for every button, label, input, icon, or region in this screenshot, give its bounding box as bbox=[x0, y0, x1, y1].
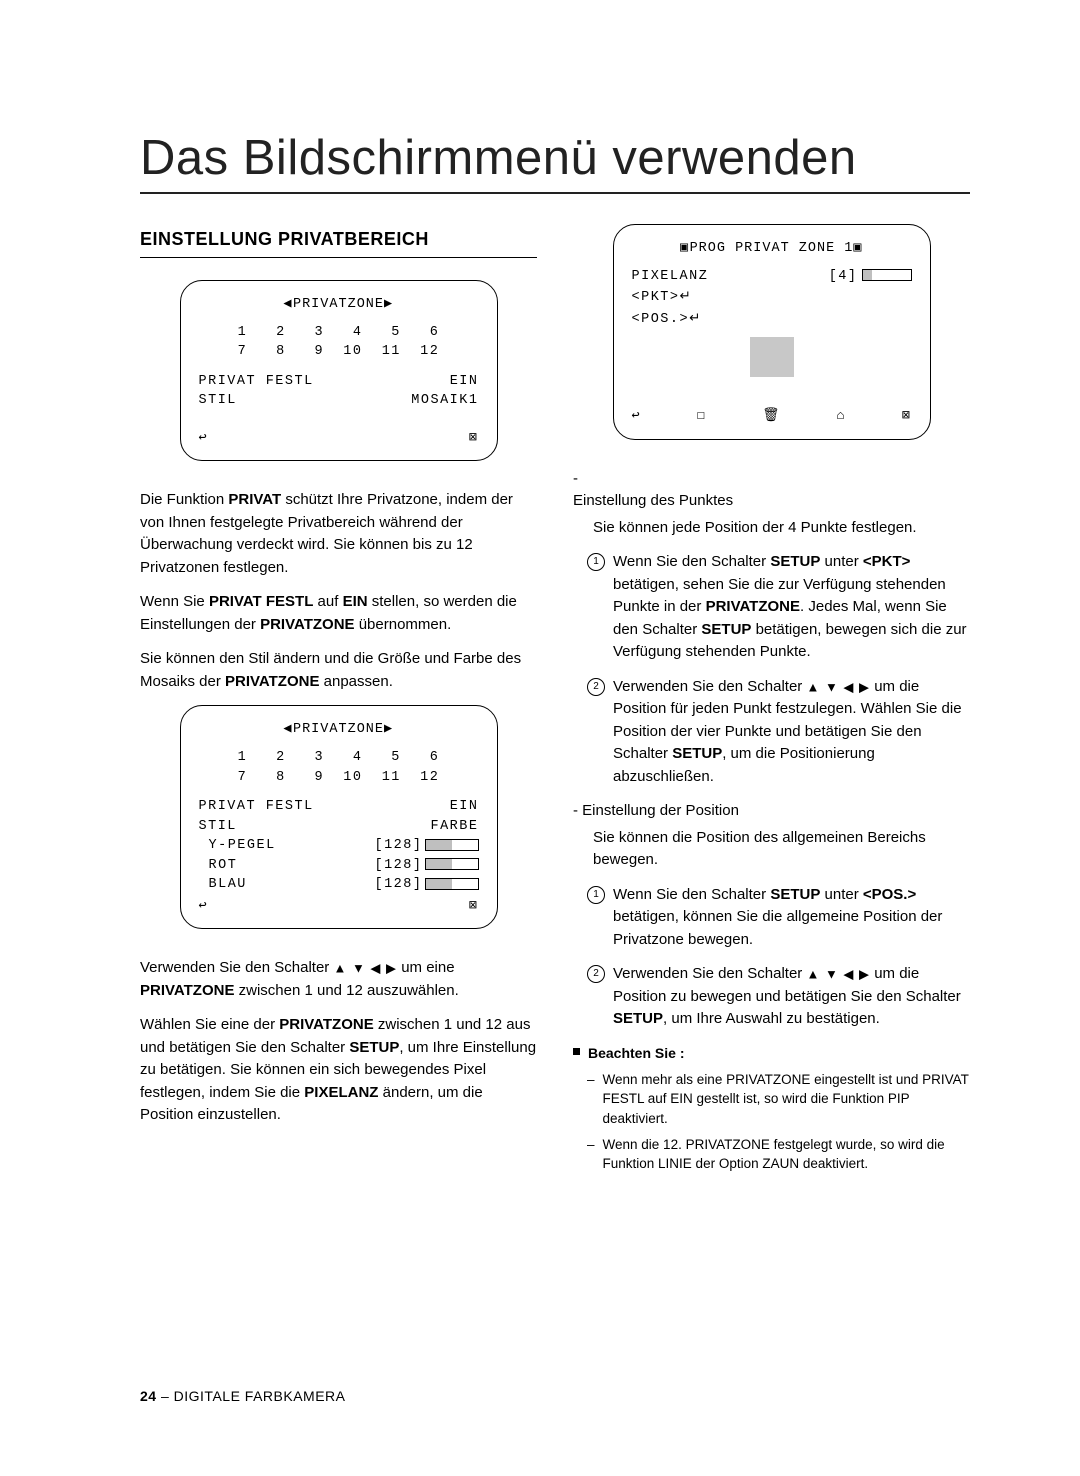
osd-row-pkt: <PKT>↵ bbox=[632, 286, 912, 308]
close-icon: ⊠ bbox=[469, 429, 479, 449]
paragraph: Die Funktion PRIVAT schützt Ihre Privatz… bbox=[140, 489, 537, 579]
enter-icon: ↵ bbox=[680, 288, 693, 303]
footer-label: DIGITALE FARBKAMERA bbox=[174, 1388, 346, 1404]
osd-row-pixelanz: PIXELANZ[4] bbox=[632, 267, 912, 287]
osd-footer: ↩ ⊠ bbox=[199, 897, 479, 917]
sub-heading-point: Einstellung des Punktes bbox=[573, 490, 970, 513]
osd-title-label: PRIVATZONE bbox=[293, 297, 384, 312]
note-item: – Wenn mehr als eine PRIVATZONE eingeste… bbox=[587, 1070, 970, 1129]
arrow-icons: ▲ ▼ ◀ ▶ bbox=[806, 967, 870, 982]
page-footer: 24 – DIGITALE FARBKAMERA bbox=[140, 1388, 346, 1404]
columns: EINSTELLUNG PRIVATBEREICH ◀PRIVATZONE▶ 1… bbox=[140, 224, 970, 1180]
close-icon: ⊠ bbox=[902, 407, 912, 427]
close-icon: ⊠ bbox=[469, 897, 479, 917]
circled-number-icon: 1 bbox=[587, 553, 605, 571]
osd-zone-grid: 1 2 3 4 5 6 7 8 9 10 11 12 bbox=[199, 748, 479, 787]
osd-title: ▣PROG PRIVAT ZONE 1▣ bbox=[632, 239, 912, 259]
sq-icon: ▣ bbox=[853, 241, 863, 256]
osd-zone-grid: 1 2 3 4 5 6 7 8 9 10 11 12 bbox=[199, 323, 479, 362]
arrow-icons: ▲ ▼ ◀ ▶ bbox=[333, 961, 397, 976]
osd-footer: ↩ ☐ 🗑 ⌂ ⊠ bbox=[632, 407, 912, 427]
paragraph: Sie können die Position des allgemeinen … bbox=[593, 827, 970, 872]
chapter-title: Das Bildschirmmenü verwenden bbox=[140, 130, 970, 194]
right-column: ▣PROG PRIVAT ZONE 1▣ PIXELANZ[4] <PKT>↵ … bbox=[573, 224, 970, 1180]
back-icon: ↩ bbox=[632, 407, 642, 427]
paragraph: Sie können den Stil ändern und die Größe… bbox=[140, 648, 537, 693]
enter-icon: ↵ bbox=[689, 310, 702, 325]
page-number: 24 bbox=[140, 1388, 157, 1404]
numbered-item-1: 1 Wenn Sie den Schalter SETUP unter <PKT… bbox=[587, 551, 970, 664]
back-icon: ↩ bbox=[199, 897, 209, 917]
progress-bar bbox=[862, 269, 912, 281]
osd-row-blau: BLAU[128] bbox=[199, 875, 479, 895]
dash: - bbox=[573, 468, 970, 491]
tri-left-icon: ◀ bbox=[283, 297, 293, 312]
tri-right-icon: ▶ bbox=[384, 722, 394, 737]
back-icon: ↩ bbox=[199, 429, 209, 449]
osd-box-privatzone-2: ◀PRIVATZONE▶ 1 2 3 4 5 6 7 8 9 10 11 12 … bbox=[180, 705, 498, 929]
section-heading: EINSTELLUNG PRIVATBEREICH bbox=[140, 226, 537, 258]
dash-icon: – bbox=[587, 1135, 595, 1174]
osd-row-ypegel: Y-PEGEL[128] bbox=[199, 836, 479, 856]
osd-footer: ↩ ⊠ bbox=[199, 429, 479, 449]
osd-row-privat-festl: PRIVAT FESTLEIN bbox=[199, 372, 479, 392]
sub-heading-position: - Einstellung der Position bbox=[573, 800, 970, 823]
home-icon: ⌂ bbox=[837, 407, 847, 427]
dash-icon: – bbox=[587, 1070, 595, 1129]
arrow-icons: ▲ ▼ ◀ ▶ bbox=[806, 679, 870, 694]
delete-icon: 🗑 bbox=[762, 407, 781, 427]
save-icon: ☐ bbox=[697, 407, 707, 427]
osd-row-rot: ROT[128] bbox=[199, 856, 479, 876]
paragraph: Wählen Sie eine der PRIVATZONE zwischen … bbox=[140, 1014, 537, 1127]
paragraph: Verwenden Sie den Schalter ▲ ▼ ◀ ▶ um ei… bbox=[140, 957, 537, 1002]
paragraph: Sie können jede Position der 4 Punkte fe… bbox=[593, 517, 970, 540]
tri-left-icon: ◀ bbox=[283, 722, 293, 737]
osd-row-privat-festl: PRIVAT FESTLEIN bbox=[199, 797, 479, 817]
tri-right-icon: ▶ bbox=[384, 297, 394, 312]
osd-box-prog-privat-zone: ▣PROG PRIVAT ZONE 1▣ PIXELANZ[4] <PKT>↵ … bbox=[613, 224, 931, 440]
bullet-icon bbox=[573, 1048, 580, 1055]
preview-square bbox=[750, 337, 794, 377]
progress-bar bbox=[425, 878, 479, 890]
page: Das Bildschirmmenü verwenden EINSTELLUNG… bbox=[0, 0, 1080, 1476]
osd-title: ◀PRIVATZONE▶ bbox=[199, 295, 479, 315]
osd-box-privatzone-1: ◀PRIVATZONE▶ 1 2 3 4 5 6 7 8 9 10 11 12 … bbox=[180, 280, 498, 461]
osd-title-label: PRIVATZONE bbox=[293, 722, 384, 737]
numbered-item-1b: 1 Wenn Sie den Schalter SETUP unter <POS… bbox=[587, 884, 970, 952]
progress-bar bbox=[425, 839, 479, 851]
note-item: – Wenn die 12. PRIVATZONE festgelegt wur… bbox=[587, 1135, 970, 1174]
numbered-item-2: 2 Verwenden Sie den Schalter ▲ ▼ ◀ ▶ um … bbox=[587, 676, 970, 789]
circled-number-icon: 2 bbox=[587, 965, 605, 983]
osd-title-label: PROG PRIVAT ZONE 1 bbox=[690, 241, 854, 256]
progress-bar bbox=[425, 858, 479, 870]
numbered-item-2b: 2 Verwenden Sie den Schalter ▲ ▼ ◀ ▶ um … bbox=[587, 963, 970, 1031]
osd-title: ◀PRIVATZONE▶ bbox=[199, 720, 479, 740]
circled-number-icon: 1 bbox=[587, 886, 605, 904]
osd-row-stil: STILMOSAIK1 bbox=[199, 391, 479, 411]
paragraph: Wenn Sie PRIVAT FESTL auf EIN stellen, s… bbox=[140, 591, 537, 636]
note-heading: Beachten Sie : bbox=[573, 1043, 970, 1064]
circled-number-icon: 2 bbox=[587, 678, 605, 696]
osd-row-pos: <POS.>↵ bbox=[632, 308, 912, 330]
left-column: EINSTELLUNG PRIVATBEREICH ◀PRIVATZONE▶ 1… bbox=[140, 224, 537, 1180]
sq-icon: ▣ bbox=[680, 241, 690, 256]
osd-row-stil: STILFARBE bbox=[199, 817, 479, 837]
